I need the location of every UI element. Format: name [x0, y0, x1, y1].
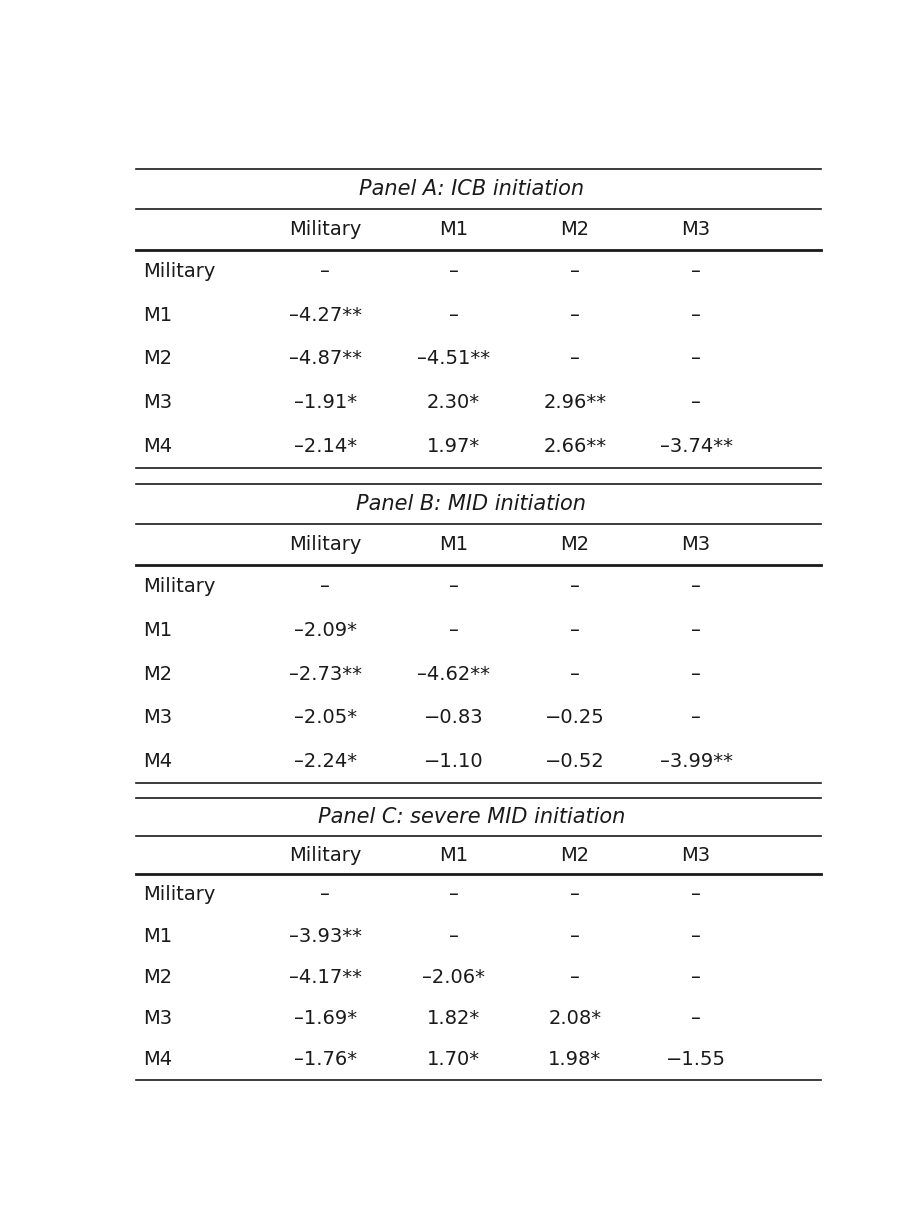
Text: –: – [690, 393, 700, 413]
Text: –2.09*: –2.09* [293, 620, 357, 640]
Text: 1.98*: 1.98* [548, 1050, 601, 1070]
Text: –: – [448, 620, 458, 640]
Text: −0.25: −0.25 [544, 708, 604, 727]
Text: –4.87**: –4.87** [289, 350, 361, 369]
Text: Military: Military [289, 846, 361, 864]
Text: Military: Military [143, 885, 216, 904]
Text: –: – [690, 1009, 700, 1028]
Text: M1: M1 [438, 220, 468, 239]
Text: M4: M4 [143, 1050, 173, 1070]
Text: Panel A: ICB initiation: Panel A: ICB initiation [358, 180, 584, 199]
Text: Panel C: severe MID initiation: Panel C: severe MID initiation [317, 807, 625, 827]
Text: –4.62**: –4.62** [416, 664, 490, 683]
Text: –: – [690, 262, 700, 282]
Text: M2: M2 [143, 968, 173, 987]
Text: –: – [570, 968, 579, 987]
Text: –: – [570, 620, 579, 640]
Text: –: – [570, 350, 579, 369]
Text: –: – [690, 926, 700, 946]
Text: M4: M4 [143, 437, 173, 455]
Text: 1.97*: 1.97* [426, 437, 480, 455]
Text: M1: M1 [438, 535, 468, 554]
Text: M1: M1 [438, 846, 468, 864]
Text: –: – [690, 708, 700, 727]
Text: 2.96**: 2.96** [543, 393, 606, 413]
Text: M2: M2 [560, 846, 589, 864]
Text: M3: M3 [681, 846, 709, 864]
Text: –1.91*: –1.91* [293, 393, 357, 413]
Text: 2.30*: 2.30* [426, 393, 480, 413]
Text: M3: M3 [681, 220, 709, 239]
Text: Military: Military [289, 220, 361, 239]
Text: M3: M3 [143, 393, 173, 413]
Text: –: – [570, 885, 579, 904]
Text: –: – [690, 306, 700, 325]
Text: –4.17**: –4.17** [289, 968, 361, 987]
Text: Panel B: MID initiation: Panel B: MID initiation [357, 494, 586, 515]
Text: −0.52: −0.52 [544, 751, 604, 771]
Text: M3: M3 [143, 1009, 173, 1028]
Text: –: – [570, 926, 579, 946]
Text: –1.69*: –1.69* [293, 1009, 357, 1028]
Text: M1: M1 [143, 620, 173, 640]
Text: –: – [570, 664, 579, 683]
Text: –: – [570, 577, 579, 596]
Text: Military: Military [289, 535, 361, 554]
Text: –: – [448, 306, 458, 325]
Text: –: – [690, 885, 700, 904]
Text: 2.08*: 2.08* [548, 1009, 601, 1028]
Text: 1.70*: 1.70* [426, 1050, 480, 1070]
Text: M3: M3 [143, 708, 173, 727]
Text: –: – [570, 306, 579, 325]
Text: M2: M2 [143, 664, 173, 683]
Text: –: – [448, 577, 458, 596]
Text: M1: M1 [143, 306, 173, 325]
Text: –: – [320, 577, 330, 596]
Text: –: – [690, 620, 700, 640]
Text: –: – [448, 885, 458, 904]
Text: M2: M2 [143, 350, 173, 369]
Text: –: – [690, 350, 700, 369]
Text: –: – [570, 262, 579, 282]
Text: 1.82*: 1.82* [426, 1009, 480, 1028]
Text: –: – [320, 262, 330, 282]
Text: –: – [320, 885, 330, 904]
Text: –2.24*: –2.24* [293, 751, 357, 771]
Text: M4: M4 [143, 751, 173, 771]
Text: Military: Military [143, 577, 216, 596]
Text: Military: Military [143, 262, 216, 282]
Text: –4.51**: –4.51** [416, 350, 490, 369]
Text: −0.83: −0.83 [424, 708, 483, 727]
Text: –2.05*: –2.05* [293, 708, 357, 727]
Text: M3: M3 [681, 535, 709, 554]
Text: 2.66**: 2.66** [543, 437, 606, 455]
Text: –: – [448, 262, 458, 282]
Text: –4.27**: –4.27** [289, 306, 361, 325]
Text: –3.74**: –3.74** [659, 437, 732, 455]
Text: –1.76*: –1.76* [293, 1050, 357, 1070]
Text: –2.14*: –2.14* [293, 437, 357, 455]
Text: −1.10: −1.10 [424, 751, 483, 771]
Text: −1.55: −1.55 [665, 1050, 725, 1070]
Text: –3.93**: –3.93** [289, 926, 361, 946]
Text: M2: M2 [560, 220, 589, 239]
Text: –2.06*: –2.06* [422, 968, 484, 987]
Text: –: – [690, 968, 700, 987]
Text: M1: M1 [143, 926, 173, 946]
Text: –: – [690, 664, 700, 683]
Text: –: – [690, 577, 700, 596]
Text: –: – [448, 926, 458, 946]
Text: –2.73**: –2.73** [289, 664, 361, 683]
Text: M2: M2 [560, 535, 589, 554]
Text: –3.99**: –3.99** [659, 751, 732, 771]
